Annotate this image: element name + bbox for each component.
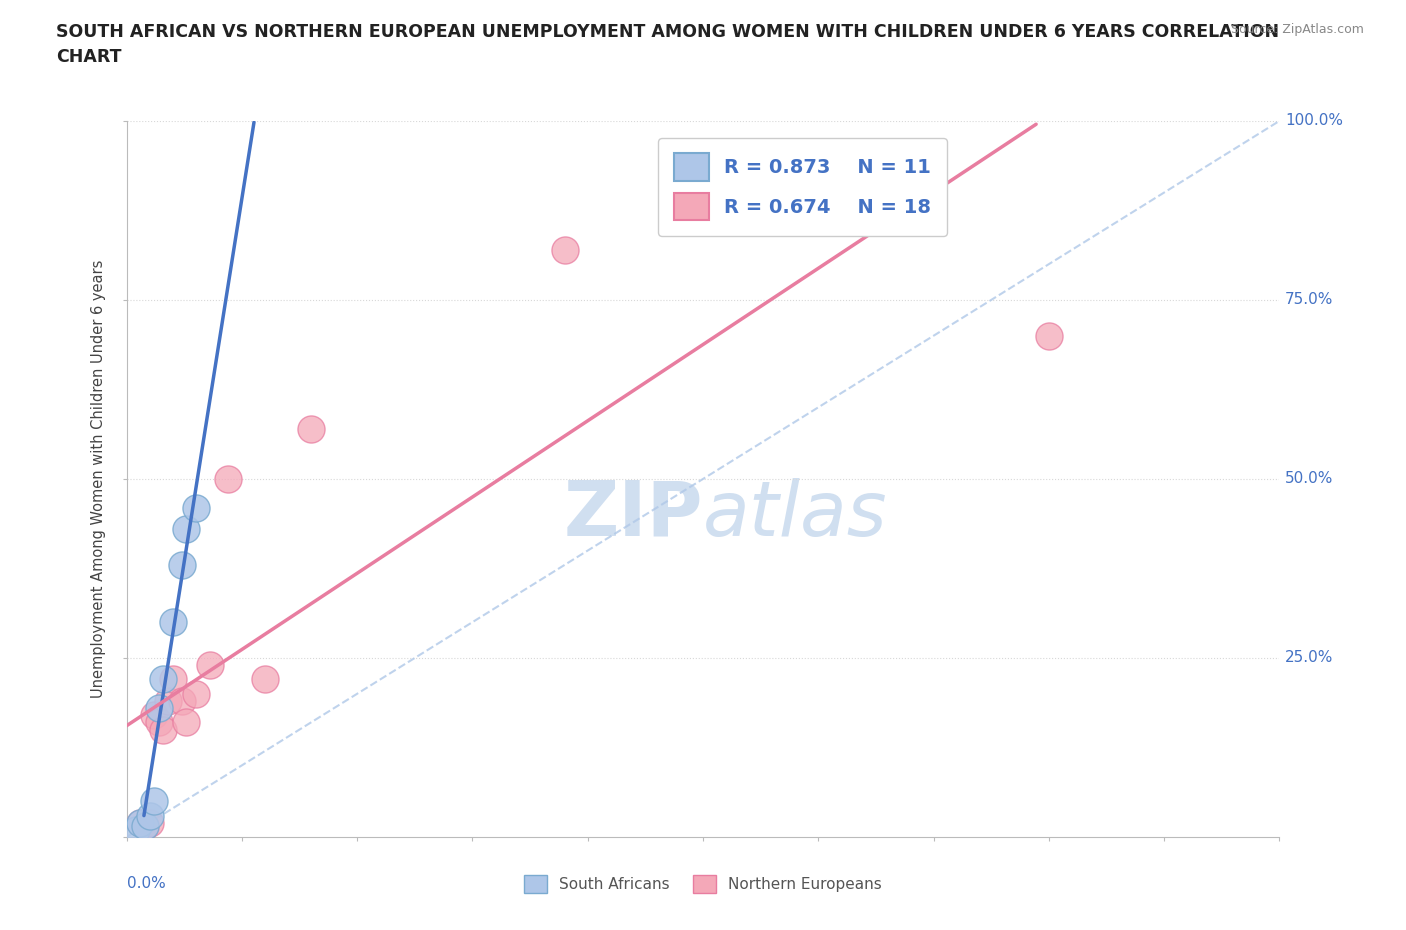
Point [152,672,174,687]
Point [162,672,184,687]
Y-axis label: Unemployment Among Women with Children Under 6 years: Unemployment Among Women with Children U… [91,259,107,698]
Point [134,818,156,833]
Point [157,694,180,709]
Point [138,808,160,823]
Point [170,694,193,709]
Point [138,816,160,830]
Point [148,700,170,715]
Point [1038,328,1060,343]
Point [143,708,166,723]
Point [129,816,152,830]
Point [176,715,198,730]
Point [176,522,198,537]
Text: 100.0%: 100.0% [1285,113,1343,128]
Text: 25.0%: 25.0% [1285,650,1334,666]
Point [162,615,184,630]
Text: SOUTH AFRICAN VS NORTHERN EUROPEAN UNEMPLOYMENT AMONG WOMEN WITH CHILDREN UNDER : SOUTH AFRICAN VS NORTHERN EUROPEAN UNEMP… [56,23,1279,66]
Text: 0.0%: 0.0% [127,876,166,891]
Point [148,715,170,730]
Point [129,816,152,830]
Text: atlas: atlas [703,478,887,551]
Point [253,672,276,687]
Point [143,794,166,809]
Point [554,243,576,258]
Text: 50.0%: 50.0% [1285,472,1334,486]
Point [134,818,156,833]
Point [170,557,193,572]
Point [299,421,322,436]
Point [184,500,207,515]
Point [217,472,239,486]
Point [692,185,714,200]
Text: Source: ZipAtlas.com: Source: ZipAtlas.com [1230,23,1364,36]
Legend: South Africans, Northern Europeans: South Africans, Northern Europeans [516,867,890,901]
Point [125,822,148,837]
Point [198,658,221,672]
Point [152,722,174,737]
Point [184,686,207,701]
Text: 75.0%: 75.0% [1285,292,1334,308]
Text: ZIP: ZIP [564,478,703,551]
